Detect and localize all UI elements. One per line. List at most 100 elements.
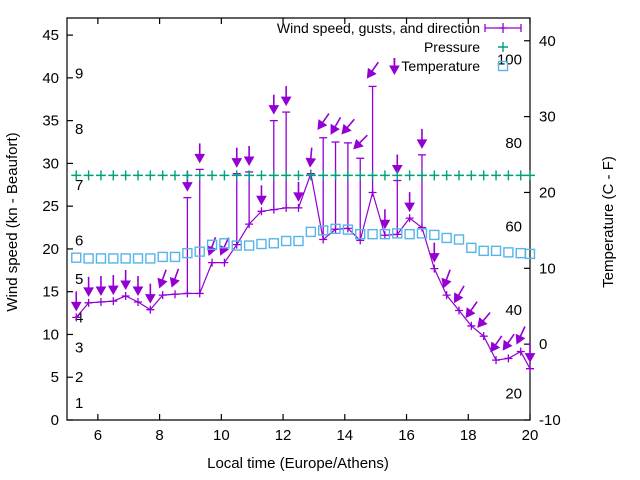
pressure-marker [268,170,279,181]
wind-speed-marker [504,354,513,363]
x-tick-label: 12 [275,427,292,444]
temperature-marker [268,238,280,249]
temperature-marker [392,228,403,239]
temperature-marker [206,239,218,250]
temperature-marker [256,238,267,250]
temperature-marker [515,247,526,259]
beaufort-label: 6 [75,232,83,249]
wind-direction-arrow [157,269,168,289]
temperature-marker [305,226,317,238]
pressure-marker [120,170,131,181]
pressure-marker [503,170,514,181]
wind-direction-arrow [366,61,379,79]
fahrenheit-labels: 20 40 60 80 100 [497,52,522,403]
wind-speed-marker [133,297,142,306]
x-tick-label: 18 [460,427,477,444]
wind-direction-arrows [70,61,536,363]
wind-direction-arrow [194,143,206,164]
wind-direction-arrow [83,276,94,297]
temperature-marker [71,252,82,263]
pressure-marker [207,170,218,181]
y-tick-label: 40 [42,70,59,87]
wind-speed-marker [220,258,229,267]
wind-direction-arrow [95,275,107,296]
wind-direction-arrow [465,301,478,319]
beaufort-label: 1 [75,395,83,412]
y2-tick-label: -10 [539,412,561,429]
wind-speed-marker [269,205,278,214]
y-tick-label: 0 [51,412,59,429]
temperature-marker [429,229,440,241]
wind-speed-marker [195,289,204,298]
beaufort-label: 3 [75,339,83,356]
wind-speed-marker [158,291,167,300]
y2-axis-ticks: -10 0 10 20 30 40 [524,33,561,429]
temperature-marker [317,225,329,236]
wind-direction-arrow [330,116,342,135]
y2-axis-title: Temperature (C - F) [600,156,617,288]
temperature-marker [157,251,168,263]
pressure-points [71,170,535,181]
y-tick-label: 30 [42,155,59,172]
wind-direction-arrow [453,285,465,304]
temperature-marker [280,235,292,247]
wind-direction-arrow [404,192,415,213]
x-tick-label: 16 [398,427,415,444]
legend-label: Temperature [401,58,480,74]
wind-speed-marker [405,214,414,223]
wind-speed-marker [294,203,303,212]
wind-speed-marker [232,240,241,249]
x-tick-label: 6 [94,427,102,444]
y-tick-label: 25 [42,198,59,215]
legend-item[interactable]: Pressure [424,39,508,55]
temperature-marker [379,228,391,240]
wind-speed-marker [526,364,534,373]
temperature-marker [478,245,489,257]
pressure-marker [95,170,106,181]
legend-direction-arrow-icon [389,58,400,76]
chart-legend[interactable]: Wind speed, gusts, and direction Pressure… [277,20,522,76]
x-tick-label: 20 [522,427,539,444]
y-tick-label: 20 [42,241,59,258]
wind-speed-marker [516,347,525,356]
pressure-marker [219,170,230,181]
wind-speed-marker [417,223,426,232]
wind-speed-marker [146,305,155,314]
wind-speed-marker [380,231,389,240]
wind-direction-arrow [107,275,119,296]
wind-speed-marker [368,188,377,197]
wind-direction-arrow [379,209,391,230]
legend-label: Wind speed, gusts, and direction [277,20,480,36]
x-tick-label: 8 [155,427,163,444]
pressure-marker [478,170,489,181]
legend-key-plus [498,42,508,52]
wind-speed-points [72,169,534,373]
temperature-marker [108,253,119,264]
temperature-marker [342,224,354,235]
y-axis-title: Wind speed (kn - Beaufort) [4,132,21,311]
legend-item[interactable]: Wind speed, gusts, and direction [277,20,522,36]
beaufort-label: 7 [75,177,83,194]
y-tick-label: 10 [42,326,59,343]
beaufort-label: 8 [75,121,83,138]
fahrenheit-label: 40 [505,302,522,319]
legend-item[interactable]: Temperature [401,58,509,74]
y2-tick-label: 0 [539,336,547,353]
temperature-marker [219,238,230,249]
wind-speed-marker [84,298,93,307]
wind-direction-arrow [280,86,292,107]
wind-speed-marker [208,258,217,267]
fahrenheit-label: 60 [505,219,522,236]
temperature-marker [524,248,536,260]
wind-direction-arrow [441,269,452,289]
temperature-marker [243,240,255,251]
wind-direction-arrow [293,181,304,202]
temperature-marker [132,253,144,264]
y-axis-ticks: 0 5 10 15 20 25 30 35 40 45 [42,27,73,429]
pressure-marker [355,170,366,181]
temperature-marker [416,228,428,239]
wind-direction-arrow [341,118,355,135]
wind-speed-marker [492,356,501,365]
wind-direction-arrow [490,335,503,353]
wind-direction-arrow [391,154,403,175]
